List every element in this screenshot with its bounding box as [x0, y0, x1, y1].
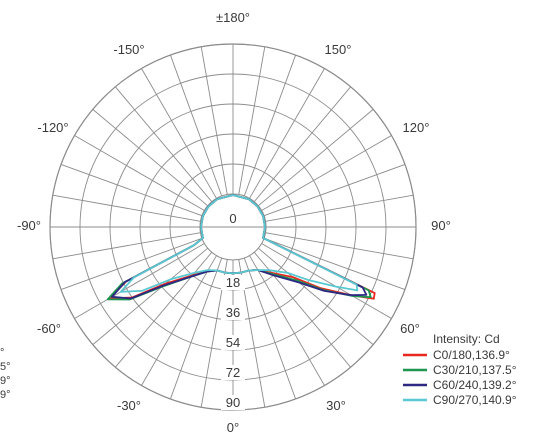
angle-labels: ±180° -150° 150° -120° 120° -90° 90° -60° 60° -30…: [17, 10, 451, 435]
radial-tick-label: 90: [226, 395, 240, 410]
grid-spoke: [243, 257, 297, 400]
tick-label-bg: [221, 305, 245, 320]
legend-label: C30/210,137.5°: [433, 363, 517, 377]
series-curve: [119, 194, 359, 293]
clipped-label: 9°: [0, 375, 11, 387]
grid-spoke: [265, 194, 414, 222]
grid-spoke: [169, 54, 223, 197]
tick-label-bg: [221, 335, 245, 350]
clipped-legend-fragment: ° 5° 9° 9°: [0, 347, 11, 401]
angle-label: -60°: [37, 321, 61, 336]
angle-label: -150°: [113, 42, 144, 57]
grid-spoke: [60, 163, 203, 217]
legend-label: C60/240,139.2°: [433, 378, 517, 392]
grid-spoke: [253, 251, 351, 368]
tick-label-bg: [221, 211, 245, 226]
angle-label: -30°: [117, 398, 141, 413]
angle-label: -120°: [37, 120, 68, 135]
grid-spoke: [74, 135, 205, 211]
grid-spoke: [265, 232, 414, 260]
angle-label: 0°: [227, 420, 239, 435]
grid-spoke: [92, 247, 209, 345]
tick-label-bg: [221, 275, 245, 290]
grid-spoke: [253, 86, 351, 203]
grid-spoke: [261, 135, 392, 211]
grid-spoke: [92, 109, 209, 207]
grid-spoke: [52, 194, 201, 222]
radial-tick-label: 36: [226, 305, 240, 320]
clipped-label: °: [0, 347, 4, 359]
clipped-label: 5°: [0, 361, 11, 373]
angle-label: 90°: [431, 218, 451, 233]
grid-spoke: [141, 255, 217, 386]
grid-spoke: [257, 109, 374, 207]
grid-spoke: [60, 237, 203, 291]
legend-label: C0/180,136.9°: [433, 348, 510, 362]
angle-label: ±180°: [216, 10, 250, 25]
grid-spoke: [115, 86, 213, 203]
grid-spoke: [74, 243, 205, 319]
grid-spoke: [52, 232, 201, 260]
tick-label-bg: [221, 365, 245, 380]
radial-tick-label: 54: [226, 335, 240, 350]
grid-spoke: [257, 247, 374, 345]
clipped-label: 9°: [0, 389, 11, 401]
grid-spoke: [141, 68, 217, 199]
legend: Intensity: Cd C0/180,136.9°C30/210,137.5…: [403, 332, 517, 407]
grid-spoke: [263, 237, 406, 291]
angle-label: -90°: [17, 218, 41, 233]
legend-title: Intensity: Cd: [433, 332, 500, 346]
grid-spoke: [261, 243, 392, 319]
grid-spoke: [263, 163, 406, 217]
angle-label: 120°: [403, 120, 430, 135]
angle-label: 150°: [325, 42, 352, 57]
grid-spoke: [169, 257, 223, 400]
grid-spoke: [238, 46, 266, 195]
tick-label-bg: [221, 395, 245, 410]
grid-spoke: [249, 68, 325, 199]
radial-tick-label: 72: [226, 365, 240, 380]
radial-tick-labels: 0 18 36 54 72 90: [221, 211, 245, 410]
grid-spoke: [200, 46, 228, 195]
legend-label: C90/270,140.9°: [433, 393, 517, 407]
radial-tick-label: 18: [226, 275, 240, 290]
angle-label: 60°: [400, 321, 420, 336]
angle-label: 30°: [326, 398, 346, 413]
intensity-curves: [106, 194, 376, 301]
polar-grid: [49, 43, 417, 411]
grid-spoke: [115, 251, 213, 368]
grid-spoke: [243, 54, 297, 197]
grid-spoke: [249, 255, 325, 386]
radial-tick-label: 0: [229, 211, 236, 226]
